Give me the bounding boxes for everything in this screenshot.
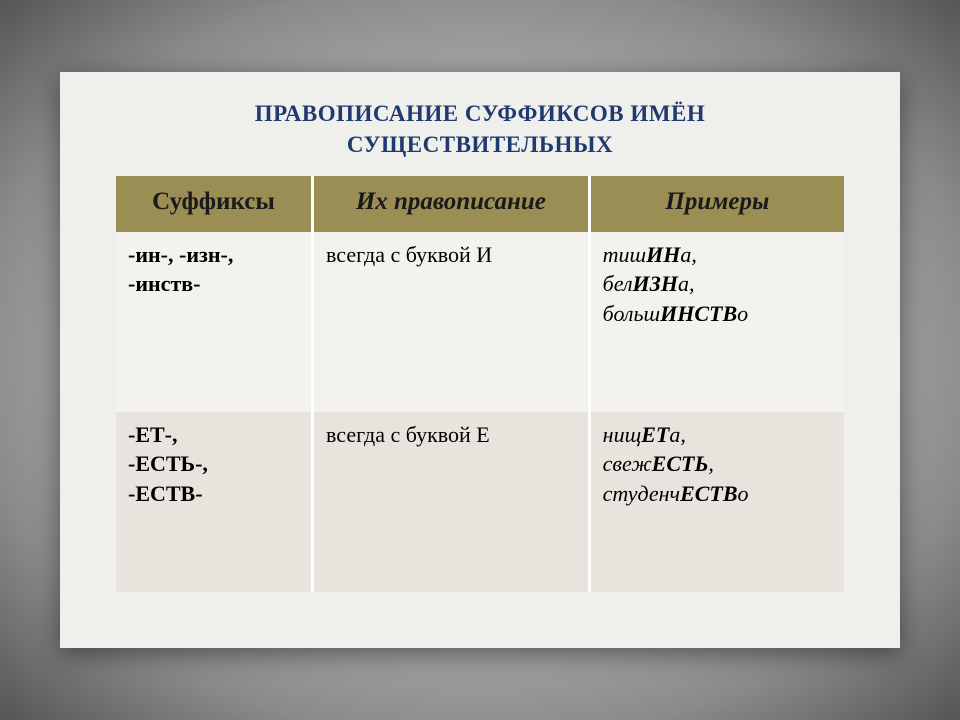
- table-row: -ин-, -изн-,-инств-всегда с буквой ИтишИ…: [116, 232, 844, 412]
- cell-suffix: -ЕТ-,-ЕСТЬ-,-ЕСТВ-: [116, 412, 313, 592]
- cell-rule: всегда с буквой И: [313, 232, 590, 412]
- suffix-table: Суффиксы Их правописание Примеры -ин-, -…: [116, 176, 844, 591]
- table-row: -ЕТ-,-ЕСТЬ-,-ЕСТВ-всегда с буквой ЕнищЕТ…: [116, 412, 844, 592]
- col-header-suffix: Суффиксы: [116, 176, 313, 231]
- slide: ПРАВОПИСАНИЕ СУФФИКСОВ ИМЁН СУЩЕСТВИТЕЛЬ…: [60, 72, 900, 647]
- title-line-1: ПРАВОПИСАНИЕ СУФФИКСОВ ИМЁН: [255, 101, 705, 126]
- col-header-examples: Примеры: [589, 176, 844, 231]
- cell-examples: нищЕТа,свежЕСТЬ,студенчЕСТВо: [589, 412, 844, 592]
- title-line-2: СУЩЕСТВИТЕЛЬНЫХ: [347, 132, 613, 157]
- table-body: -ин-, -изн-,-инств-всегда с буквой ИтишИ…: [116, 232, 844, 592]
- col-header-rule: Их правописание: [313, 176, 590, 231]
- cell-examples: тишИНа,белИЗНа,большИНСТВо: [589, 232, 844, 412]
- page-title: ПРАВОПИСАНИЕ СУФФИКСОВ ИМЁН СУЩЕСТВИТЕЛЬ…: [116, 98, 844, 160]
- cell-suffix: -ин-, -изн-,-инств-: [116, 232, 313, 412]
- table-header-row: Суффиксы Их правописание Примеры: [116, 176, 844, 231]
- cell-rule: всегда с буквой Е: [313, 412, 590, 592]
